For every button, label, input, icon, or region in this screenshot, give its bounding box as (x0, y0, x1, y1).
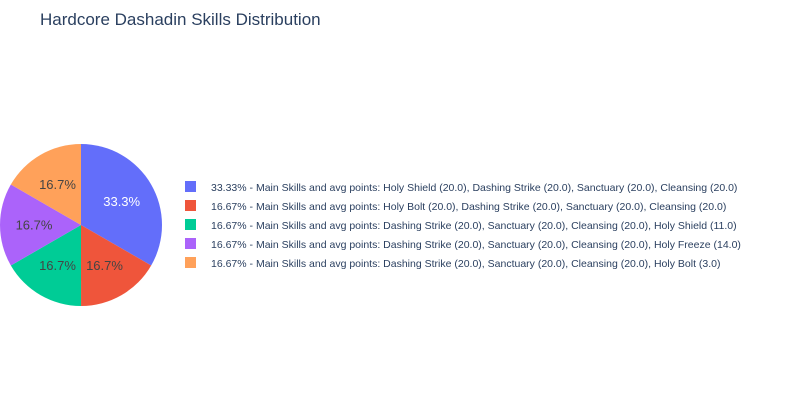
pie-slice-1 (81, 225, 152, 306)
legend-swatch-0[interactable] (185, 181, 196, 192)
pie-slices (0, 144, 163, 306)
legend-label-0[interactable]: 33.33% - Main Skills and avg points: Hol… (211, 182, 737, 194)
pie-slice-0 (81, 144, 163, 266)
chart-title: Hardcore Dashadin Skills Distribution (40, 10, 321, 29)
pie-slice-2 (10, 225, 82, 306)
legend-label-2[interactable]: 16.67% - Main Skills and avg points: Das… (211, 220, 737, 232)
slice-label-0: 33.3% (103, 194, 140, 209)
slice-label-4: 16.7% (39, 177, 76, 192)
pie-slice-3 (0, 184, 81, 266)
legend-swatch-1[interactable] (185, 200, 196, 211)
legend-label-1[interactable]: 16.67% - Main Skills and avg points: Hol… (211, 201, 726, 213)
pie-slice-4 (10, 144, 81, 225)
legend-label-4[interactable]: 16.67% - Main Skills and avg points: Das… (211, 258, 721, 270)
legend: 33.33% - Main Skills and avg points: Hol… (185, 181, 741, 270)
legend-swatch-4[interactable] (185, 257, 196, 268)
legend-swatch-3[interactable] (185, 238, 196, 249)
legend-label-3[interactable]: 16.67% - Main Skills and avg points: Das… (211, 239, 741, 251)
pie-labels: 33.3% 16.7% 16.7% 16.7% 16.7% (16, 177, 141, 273)
slice-label-2: 16.7% (39, 258, 76, 273)
slice-label-1: 16.7% (86, 258, 123, 273)
legend-swatch-2[interactable] (185, 219, 196, 230)
slice-label-3: 16.7% (16, 218, 53, 233)
